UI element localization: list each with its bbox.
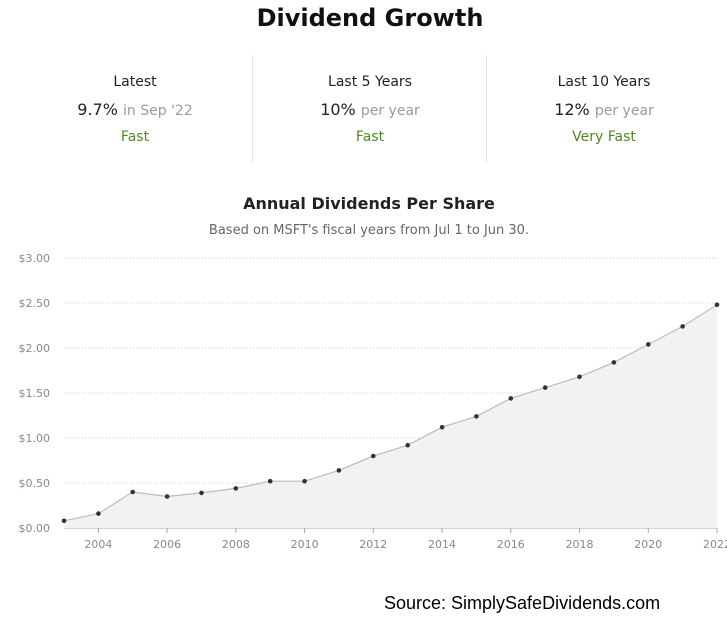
stat-suffix: in Sep '22 bbox=[123, 103, 193, 119]
stat-value: 9.7% bbox=[77, 100, 118, 119]
y-tick-label: $1.50 bbox=[19, 387, 51, 400]
stat-label: Last 5 Years bbox=[328, 74, 412, 90]
stat-label: Latest bbox=[113, 74, 157, 90]
y-tick-label: $2.50 bbox=[19, 297, 51, 310]
series-area bbox=[64, 304, 717, 528]
data-point bbox=[164, 494, 170, 499]
y-tick-label: $1.00 bbox=[19, 432, 51, 445]
stat-latest: Latest 9.7% in Sep '22 Fast bbox=[18, 55, 252, 163]
data-point bbox=[646, 342, 651, 347]
series-line bbox=[63, 304, 718, 522]
stat-label: Last 10 Years bbox=[557, 74, 651, 90]
page-title: Dividend Growth bbox=[256, 4, 484, 32]
source-credit: Source: SimplySafeDividends.com bbox=[384, 593, 661, 613]
x-tick-label: 2006 bbox=[153, 538, 181, 551]
data-point bbox=[542, 385, 548, 390]
stat-suffix: per year bbox=[594, 103, 654, 119]
data-point bbox=[267, 478, 273, 484]
data-point bbox=[474, 414, 479, 419]
x-tick-label: 2022 bbox=[703, 538, 727, 551]
data-point bbox=[302, 478, 307, 484]
x-tick-label: 2014 bbox=[428, 538, 456, 551]
data-point bbox=[130, 489, 135, 495]
data-point bbox=[61, 518, 67, 524]
data-point bbox=[508, 396, 514, 401]
data-point bbox=[714, 302, 720, 308]
chart-subtitle: Based on MSFT's fiscal years from Jul 1 … bbox=[208, 223, 530, 238]
x-tick-label: 2008 bbox=[222, 538, 250, 551]
x-tick-label: 2018 bbox=[566, 538, 594, 551]
x-tick-label: 2016 bbox=[497, 538, 525, 551]
data-point bbox=[405, 442, 411, 448]
y-tick-label: $0.50 bbox=[19, 477, 51, 490]
stat-value: 12% bbox=[554, 100, 590, 119]
data-point bbox=[680, 324, 685, 329]
x-tick-label: 2004 bbox=[84, 538, 112, 551]
stat-value-row: 9.7% in Sep '22 bbox=[18, 100, 252, 119]
data-point bbox=[611, 360, 617, 365]
x-tick-label: 2010 bbox=[291, 538, 319, 551]
chart-title: Annual Dividends Per Share bbox=[243, 194, 495, 213]
stat-rating: Very Fast bbox=[572, 129, 636, 145]
dividend-chart: $0.00 $0.50 $1.00 $1.50 $2.00 $2.50 $3.00 2004 2… bbox=[19, 252, 727, 551]
stat-rating: Fast bbox=[355, 129, 385, 145]
stat-value-row: 10% per year bbox=[253, 100, 487, 119]
stats-panel: Latest 9.7% in Sep '22 Fast Last 5 Years… bbox=[18, 55, 718, 163]
data-point bbox=[336, 468, 342, 473]
data-point bbox=[199, 490, 204, 496]
y-tick-label: $2.00 bbox=[19, 342, 51, 355]
stat-last-10-years: Last 10 Years 12% per year Very Fast bbox=[486, 55, 721, 163]
stat-value: 10% bbox=[320, 100, 356, 119]
data-point bbox=[577, 374, 582, 380]
data-point bbox=[439, 424, 445, 430]
stat-last-5-years: Last 5 Years 10% per year Fast bbox=[252, 55, 487, 163]
stat-rating: Fast bbox=[120, 129, 150, 145]
y-tick-label: $3.00 bbox=[19, 252, 51, 265]
y-tick-label: $0.00 bbox=[19, 522, 51, 535]
data-point bbox=[371, 453, 376, 459]
stat-value-row: 12% per year bbox=[487, 100, 721, 119]
stat-suffix: per year bbox=[360, 103, 420, 119]
x-tick-label: 2012 bbox=[359, 538, 387, 551]
x-tick-label: 2020 bbox=[634, 538, 662, 551]
data-point bbox=[233, 486, 239, 491]
data-point bbox=[96, 511, 101, 516]
